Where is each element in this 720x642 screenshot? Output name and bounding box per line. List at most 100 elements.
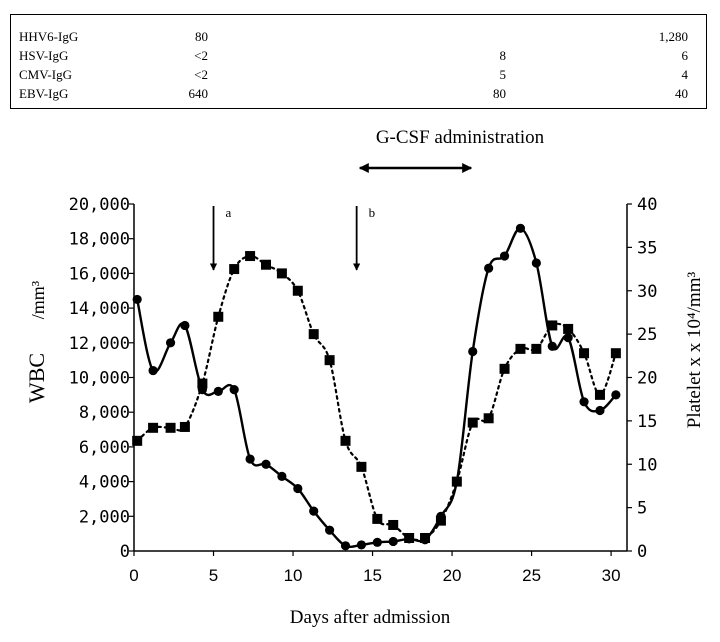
platelet-series — [132, 251, 621, 543]
platelet-point — [165, 422, 176, 433]
titer-value-1: 640 — [188, 86, 209, 101]
y-left-tick-label: 16,000 — [69, 264, 130, 284]
y-left-tick-label: 8,000 — [79, 403, 130, 423]
wbc-point — [132, 294, 142, 305]
y-left-tick-label: 12,000 — [69, 334, 130, 354]
platelet-point — [197, 378, 208, 389]
y-right-tick-label: 10 — [637, 455, 657, 475]
y-right-tick-label: 35 — [637, 238, 657, 258]
x-axis-label: Days after admission — [290, 607, 451, 628]
y-left-tick-label: 20,000 — [69, 195, 130, 215]
platelet-point — [547, 320, 558, 331]
y-left-tick-label: 18,000 — [69, 230, 130, 250]
wbc-point — [579, 397, 589, 407]
wbc-point — [420, 535, 430, 545]
titer-name: CMV-IgG — [19, 67, 72, 82]
titer-value-3: 4 — [681, 67, 689, 82]
platelet-point — [563, 323, 574, 334]
y-left-tick-label: 10,000 — [69, 369, 130, 389]
y-axis-left-unit: /mm³ — [28, 280, 48, 319]
platelet-point — [340, 435, 351, 446]
wbc-point — [245, 454, 255, 464]
platelet-point — [610, 348, 621, 359]
x-tick-label: 25 — [522, 566, 541, 585]
wbc-point — [531, 258, 541, 268]
platelet-point — [245, 251, 256, 262]
platelet-point — [531, 343, 542, 354]
y-left-tick-label: 14,000 — [69, 299, 130, 319]
wbc-point — [340, 541, 351, 551]
titer-value-3: 1,280 — [658, 29, 688, 44]
y-left-tick-label: 2,000 — [79, 507, 130, 527]
wbc-point — [325, 525, 335, 535]
platelet-point — [579, 348, 590, 359]
titer-value-2: 80 — [493, 86, 506, 101]
wbc-point — [404, 534, 414, 544]
platelet-point — [148, 422, 159, 433]
wbc-point — [165, 338, 176, 348]
wbc-point — [515, 223, 526, 233]
x-tick-label: 5 — [209, 566, 218, 585]
x-tick-label: 20 — [443, 566, 462, 585]
wbc-point — [372, 537, 382, 547]
titer-value-3: 6 — [681, 48, 689, 63]
wbc-point — [197, 385, 207, 395]
wbc-point — [213, 386, 223, 396]
platelet-point — [229, 264, 240, 275]
wbc-point — [148, 365, 158, 376]
platelet-point — [594, 389, 605, 400]
platelet-point — [213, 311, 224, 322]
y-right-tick-label: 5 — [637, 499, 647, 519]
event-arrow-a-label: a — [226, 205, 232, 220]
wbc-point — [484, 263, 494, 273]
wbc-point — [452, 477, 462, 487]
wbc-point — [563, 332, 573, 343]
wbc-point — [468, 346, 478, 357]
platelet-point — [276, 268, 287, 279]
x-tick-label: 15 — [363, 566, 382, 585]
titer-name: HSV-IgG — [19, 48, 69, 63]
platelet-point — [467, 417, 478, 428]
wbc-line — [136, 227, 617, 548]
y-right-tick-label: 20 — [637, 369, 657, 389]
titer-row-hhv6: HHV6-IgG 80 1,280 — [11, 28, 706, 46]
wbc-point — [547, 341, 557, 351]
platelet-point — [179, 421, 190, 432]
platelet-point — [356, 461, 367, 472]
wbc-point — [388, 536, 398, 547]
platelet-point — [372, 513, 383, 524]
wbc-point — [293, 483, 303, 494]
titer-name: HHV6-IgG — [19, 29, 79, 44]
platelet-point — [324, 355, 335, 366]
wbc-point — [436, 511, 446, 521]
wbc-point — [261, 459, 271, 469]
platelet-point — [292, 285, 303, 296]
y-axis-left-label: WBC — [24, 353, 49, 403]
wbc-point — [356, 540, 367, 550]
titer-row-hsv: HSV-IgG <2 8 6 — [11, 47, 706, 65]
platelet-point — [483, 413, 494, 424]
y-axis-right-label: Platelet x x 10⁴/mm³ — [684, 272, 705, 429]
y-right-tick-label: 40 — [637, 195, 657, 215]
wbc-point — [499, 251, 510, 261]
titer-row-ebv: EBV-IgG 640 80 40 — [11, 85, 706, 103]
wbc-point — [180, 320, 190, 331]
titer-value-1: 80 — [195, 29, 208, 44]
titer-value-2: 8 — [499, 48, 507, 63]
y-right-tick-label: 25 — [637, 325, 657, 345]
y-right-tick-label: 0 — [637, 542, 647, 562]
y-right-tick-label: 30 — [637, 282, 657, 302]
titer-value-3: 40 — [675, 86, 688, 101]
x-tick-label: 30 — [602, 566, 621, 585]
wbc-point — [309, 506, 319, 516]
wbc-point — [595, 405, 605, 416]
y-right-tick-label: 15 — [637, 412, 657, 432]
titer-value-2: 5 — [499, 67, 507, 82]
platelet-point — [132, 435, 143, 446]
titer-row-cmv: CMV-IgG <2 5 4 — [11, 66, 706, 84]
axes: 0 2,000 4,000 6,000 8,000 10,000 12,000 14,000 1… — [69, 195, 658, 585]
event-arrow-b-label: b — [369, 205, 376, 220]
antibody-titer-table: HHV6-IgG 80 1,280 HSV-IgG <2 8 6 CMV-IgG… — [10, 14, 707, 109]
titer-value-1: <2 — [194, 67, 208, 82]
